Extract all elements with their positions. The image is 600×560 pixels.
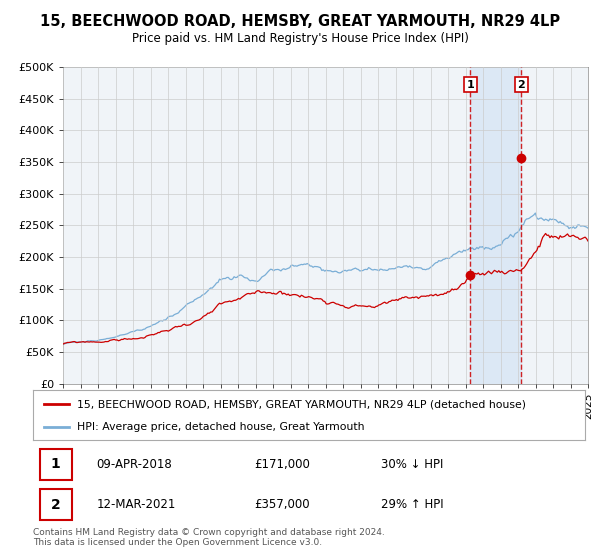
Text: 30% ↓ HPI: 30% ↓ HPI bbox=[381, 458, 443, 471]
FancyBboxPatch shape bbox=[40, 489, 71, 520]
Text: HPI: Average price, detached house, Great Yarmouth: HPI: Average price, detached house, Grea… bbox=[77, 422, 365, 432]
Text: 1: 1 bbox=[51, 457, 61, 471]
Text: £357,000: £357,000 bbox=[254, 498, 310, 511]
Text: 2: 2 bbox=[51, 497, 61, 512]
Text: Contains HM Land Registry data © Crown copyright and database right 2024.
This d: Contains HM Land Registry data © Crown c… bbox=[33, 528, 385, 548]
FancyBboxPatch shape bbox=[40, 449, 71, 479]
Text: 15, BEECHWOOD ROAD, HEMSBY, GREAT YARMOUTH, NR29 4LP: 15, BEECHWOOD ROAD, HEMSBY, GREAT YARMOU… bbox=[40, 14, 560, 29]
Text: Price paid vs. HM Land Registry's House Price Index (HPI): Price paid vs. HM Land Registry's House … bbox=[131, 32, 469, 45]
Text: 15, BEECHWOOD ROAD, HEMSBY, GREAT YARMOUTH, NR29 4LP (detached house): 15, BEECHWOOD ROAD, HEMSBY, GREAT YARMOU… bbox=[77, 399, 526, 409]
Text: 09-APR-2018: 09-APR-2018 bbox=[97, 458, 172, 471]
Text: 1: 1 bbox=[466, 80, 474, 90]
Text: £171,000: £171,000 bbox=[254, 458, 310, 471]
Bar bbox=[470, 67, 521, 384]
Text: 12-MAR-2021: 12-MAR-2021 bbox=[97, 498, 176, 511]
Text: 2: 2 bbox=[517, 80, 525, 90]
Text: 29% ↑ HPI: 29% ↑ HPI bbox=[381, 498, 443, 511]
